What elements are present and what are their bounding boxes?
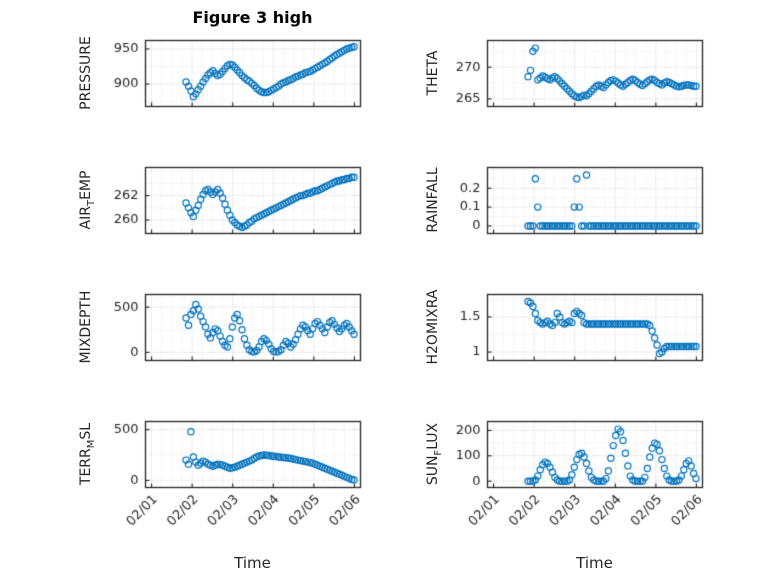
subplot-rainfall-canvas: [437, 161, 710, 241]
xaxis-label-right: Time: [576, 554, 613, 572]
figure-title: Figure 3 high: [192, 8, 313, 27]
subplot-h2omixra-canvas: [437, 288, 710, 368]
subplot-theta-canvas: [437, 34, 710, 114]
ylabel-text: SL: [78, 422, 94, 440]
ylabel-text: PRESSURE: [78, 36, 94, 110]
subplot-air-temp-canvas: [95, 161, 368, 241]
subplot-sun-flux-canvas: [437, 415, 710, 549]
subplot-terr-msl-canvas: [95, 415, 368, 549]
xaxis-label-left: Time: [234, 554, 271, 572]
ylabel-text: AIR: [78, 206, 94, 230]
ylabel-text: EMP: [78, 170, 94, 200]
ylabel-terr-msl: TERRMSL: [76, 369, 97, 539]
subplot-mixdepth-canvas: [95, 288, 368, 368]
subplot-pressure-canvas: [95, 34, 368, 114]
ylabel-text: MIXDEPTH: [78, 290, 94, 364]
ylabel-text: TERR: [78, 448, 94, 486]
